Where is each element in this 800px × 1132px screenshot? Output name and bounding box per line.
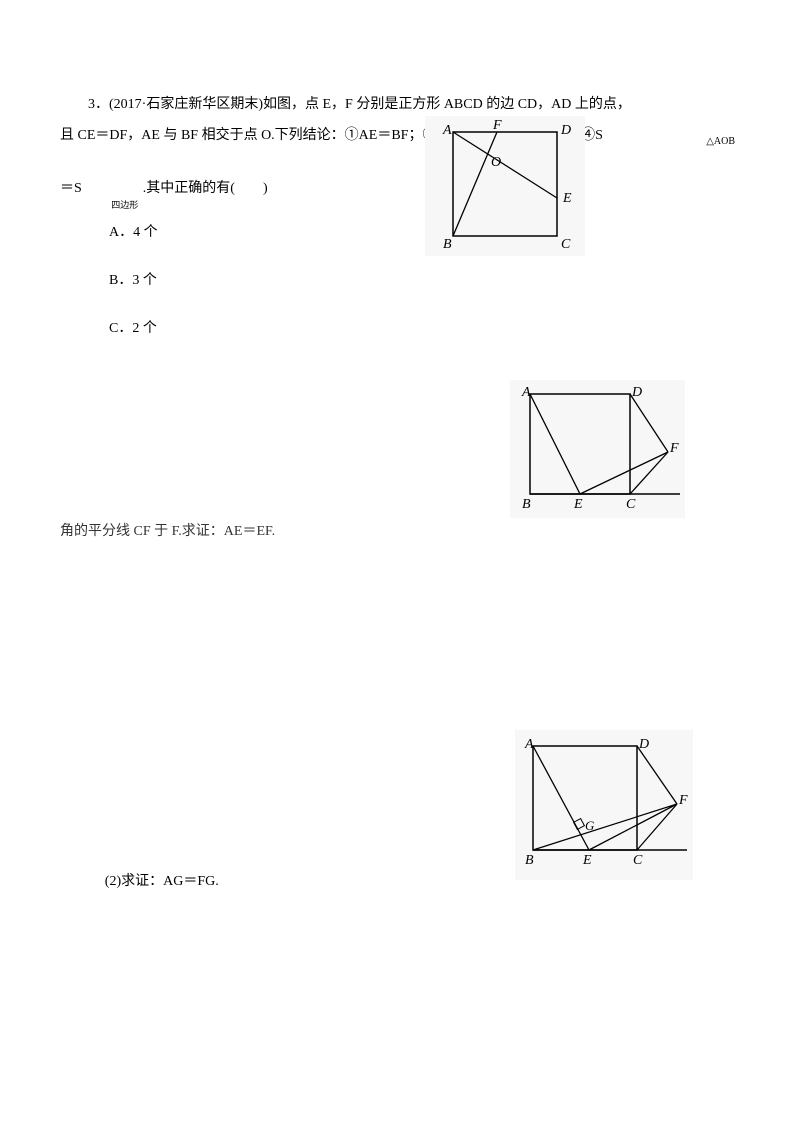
fig3-label-B: B (525, 853, 534, 868)
fig2-label-F: F (669, 441, 679, 456)
fig1-label-E: E (562, 191, 572, 206)
fig1-label-C: C (561, 237, 571, 252)
fig3-label-C: C (633, 853, 643, 868)
fig1-label-A: A (442, 123, 452, 138)
option-b: B．3 个 (109, 269, 740, 289)
fig3-label-G: G (585, 818, 595, 833)
fig3-label-E: E (582, 853, 592, 868)
fig2-label-D: D (631, 385, 642, 400)
fig2-label-C: C (626, 497, 636, 512)
mid-fragment: 角的平分线 CF 于 F.求证：AE＝EF. (60, 517, 740, 548)
overlay-strip-1 (60, 495, 560, 509)
fig3-label-A: A (524, 737, 534, 752)
figure-3: A D F G B E C (515, 730, 693, 880)
fig2-label-A: A (521, 385, 531, 400)
fig3-label-F: F (678, 793, 688, 808)
s-aob-subscript: △AOB (706, 136, 735, 147)
page-content: 3．(2017·石家庄新华区期末)如图，点 E，F 分别是正方形 ABCD 的边… (0, 0, 800, 930)
fig1-label-F: F (492, 118, 502, 133)
fig2-label-E: E (573, 497, 583, 512)
q3-line1: 3．(2017·石家庄新华区期末)如图，点 E，F 分别是正方形 ABCD 的边… (60, 90, 740, 121)
fig1-label-B: B (443, 237, 452, 252)
q3-line3a: ＝S (60, 181, 82, 196)
q3-line2: 且 CE＝DF，AE 与 BF 相交于点 O.下列结论：①AE＝BF；②AE⊥B… (60, 121, 740, 152)
option-c: C．2 个 (109, 317, 740, 337)
q3-line3b: .其中正确的有( ) (143, 181, 268, 196)
fig2-label-B: B (522, 497, 531, 512)
figure-1: A F D O E B C (425, 116, 585, 256)
figure-2: A D F B E C (510, 380, 685, 518)
fig1-label-D: D (560, 123, 571, 138)
fig1-label-O: O (491, 155, 501, 170)
overlay-strip-2 (60, 850, 520, 868)
fig3-label-D: D (638, 737, 649, 752)
